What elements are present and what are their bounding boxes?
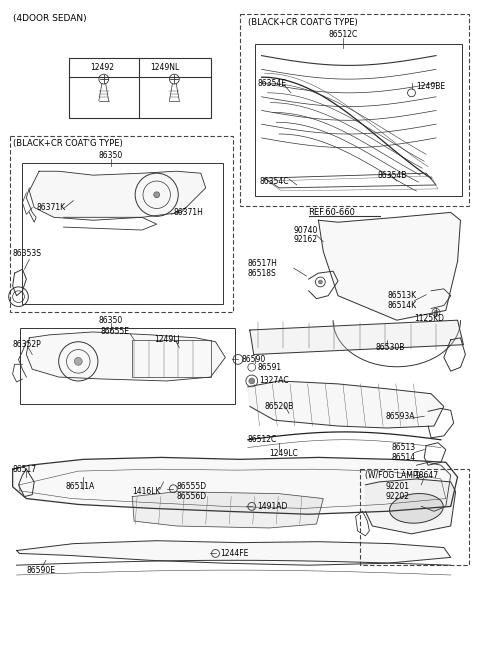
- Text: 86513: 86513: [392, 443, 416, 452]
- Text: 12492: 12492: [90, 63, 114, 72]
- Text: 86514K: 86514K: [387, 301, 416, 310]
- Text: 86354C: 86354C: [260, 176, 289, 185]
- Text: 86350: 86350: [98, 151, 123, 160]
- Text: 1244FE: 1244FE: [220, 549, 249, 558]
- Polygon shape: [365, 479, 456, 534]
- Text: 86513K: 86513K: [387, 291, 416, 300]
- Bar: [10, 136, 233, 312]
- Bar: [255, 44, 462, 196]
- Text: 86371K: 86371K: [36, 203, 65, 212]
- Text: 86593A: 86593A: [385, 412, 415, 420]
- Text: 1491AD: 1491AD: [258, 502, 288, 511]
- Polygon shape: [318, 213, 460, 320]
- Text: 86655E: 86655E: [101, 327, 130, 337]
- Polygon shape: [250, 320, 464, 354]
- Circle shape: [74, 358, 82, 365]
- Polygon shape: [29, 171, 206, 220]
- Bar: [360, 469, 469, 565]
- Text: 86354B: 86354B: [377, 171, 407, 180]
- Text: 86517: 86517: [12, 465, 37, 474]
- Text: 86371H: 86371H: [173, 208, 203, 217]
- Text: 1249LC: 1249LC: [269, 449, 298, 458]
- Text: 92162: 92162: [294, 236, 318, 244]
- Text: REF.60-660: REF.60-660: [309, 208, 356, 217]
- Text: 86591: 86591: [258, 363, 282, 372]
- Text: 86517H: 86517H: [248, 259, 278, 268]
- Text: 1416LK: 1416LK: [132, 487, 161, 496]
- Text: 1249LJ: 1249LJ: [154, 335, 180, 345]
- Text: (BLACK+CR COAT'G TYPE): (BLACK+CR COAT'G TYPE): [248, 18, 358, 27]
- Polygon shape: [26, 332, 225, 381]
- Circle shape: [318, 280, 323, 284]
- Bar: [132, 340, 211, 377]
- Text: 1125KD: 1125KD: [414, 314, 444, 323]
- Text: 92201: 92201: [385, 482, 409, 491]
- Text: (W/FOG LAMP): (W/FOG LAMP): [365, 471, 421, 480]
- Text: 86512C: 86512C: [248, 435, 277, 444]
- Text: 86518S: 86518S: [248, 269, 276, 278]
- Text: 1327AC: 1327AC: [260, 376, 289, 385]
- Text: 86352P: 86352P: [12, 340, 41, 349]
- Ellipse shape: [390, 494, 443, 523]
- Circle shape: [249, 378, 255, 384]
- Text: 86590: 86590: [242, 355, 266, 364]
- Bar: [23, 164, 223, 304]
- Text: 86514: 86514: [392, 453, 416, 462]
- Circle shape: [154, 192, 160, 198]
- Text: 86512C: 86512C: [328, 30, 358, 38]
- Text: 86511A: 86511A: [66, 482, 95, 491]
- Text: 18647: 18647: [414, 471, 439, 480]
- Text: 86353S: 86353S: [12, 249, 42, 258]
- Bar: [20, 328, 235, 405]
- Text: (4DOOR SEDAN): (4DOOR SEDAN): [12, 14, 86, 23]
- Text: 86555D: 86555D: [176, 482, 206, 491]
- Polygon shape: [16, 541, 451, 565]
- Text: 86520B: 86520B: [264, 402, 294, 411]
- Text: 86530B: 86530B: [375, 343, 405, 352]
- Text: 86556D: 86556D: [176, 492, 206, 501]
- Bar: [240, 15, 469, 205]
- Polygon shape: [12, 457, 457, 514]
- Text: 86354E: 86354E: [258, 79, 287, 88]
- Text: 92202: 92202: [385, 492, 409, 501]
- Text: (BLACK+CR COAT'G TYPE): (BLACK+CR COAT'G TYPE): [12, 139, 122, 148]
- Polygon shape: [132, 492, 324, 528]
- Circle shape: [434, 310, 438, 314]
- Text: 86350: 86350: [98, 315, 123, 325]
- Text: 1249NL: 1249NL: [150, 63, 179, 72]
- Bar: [69, 57, 211, 118]
- Polygon shape: [248, 381, 444, 428]
- Text: 86590E: 86590E: [26, 566, 55, 575]
- Text: 90740: 90740: [294, 226, 318, 234]
- Text: 1249BE: 1249BE: [416, 82, 445, 92]
